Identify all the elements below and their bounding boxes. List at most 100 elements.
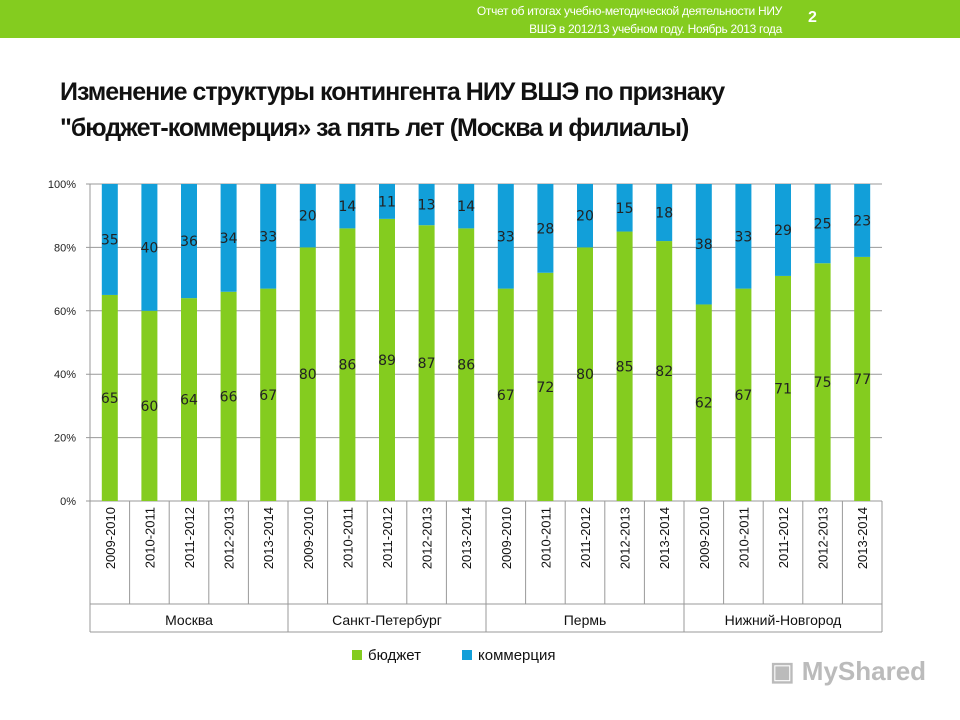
data-label: 65 <box>101 391 119 407</box>
category-label: 2009-2010 <box>499 507 514 569</box>
group-label: Москва <box>165 612 213 628</box>
category-label: 2012-2013 <box>420 507 435 569</box>
data-label: 18 <box>655 206 673 222</box>
category-label: 2011-2012 <box>578 507 593 568</box>
bar-commercial <box>814 184 831 264</box>
data-label: 33 <box>734 229 752 245</box>
legend-label: бюджет <box>368 647 421 664</box>
bar-budget <box>458 228 475 501</box>
data-label: 71 <box>774 381 792 397</box>
watermark-logo: ▣ MyShared <box>770 656 927 686</box>
data-label: 60 <box>140 399 158 415</box>
bar-budget <box>854 256 871 501</box>
category-label: 2010-2011 <box>142 507 157 568</box>
data-label: 25 <box>814 217 832 233</box>
bar-budget <box>814 263 831 501</box>
bar-budget <box>299 247 316 501</box>
data-label: 87 <box>418 356 436 372</box>
report-line-2: ВШЭ в 2012/13 учебном году. Ноябрь 2013 … <box>529 22 782 36</box>
category-label: 2010-2011 <box>538 507 553 568</box>
data-label: 20 <box>299 209 317 225</box>
bar-budget <box>695 304 712 501</box>
bar-commercial <box>695 184 712 305</box>
data-label: 35 <box>101 232 119 248</box>
bar-commercial <box>577 184 593 248</box>
category-label: 2009-2010 <box>697 507 712 569</box>
y-tick-label: 60% <box>54 306 76 318</box>
data-label: 66 <box>220 389 238 405</box>
bar-commercial <box>141 184 158 311</box>
data-label: 75 <box>814 375 832 391</box>
bar-budget <box>260 288 277 501</box>
page-number: 2 <box>808 9 817 26</box>
data-label: 14 <box>457 199 475 215</box>
category-label: 2012-2013 <box>618 507 633 569</box>
bar-commercial <box>260 184 277 289</box>
data-label: 86 <box>338 358 356 374</box>
data-label: 29 <box>774 223 792 239</box>
data-label: 23 <box>853 213 871 229</box>
title-line-2: "бюджет-коммерция» за пять лет (Москва и… <box>60 114 689 142</box>
bar-budget <box>537 272 554 501</box>
group-label: Пермь <box>564 612 607 628</box>
category-label: 2012-2013 <box>222 507 237 569</box>
bar-commercial <box>379 184 395 219</box>
data-label: 82 <box>655 364 673 380</box>
data-label: 33 <box>259 229 277 245</box>
bar-commercial <box>339 184 356 229</box>
data-label: 13 <box>418 198 436 214</box>
category-label: 2009-2010 <box>103 507 118 569</box>
bar-budget <box>656 241 673 501</box>
y-tick-label: 100% <box>48 179 76 191</box>
y-tick-label: 0% <box>60 496 76 508</box>
bar-commercial <box>854 184 871 257</box>
data-label: 14 <box>338 199 356 215</box>
bar-budget <box>775 275 791 501</box>
report-title: Отчет об итогах учебно-методической деят… <box>477 2 782 38</box>
bar-commercial <box>299 184 316 248</box>
data-label: 38 <box>695 237 713 253</box>
bar-commercial <box>458 184 475 229</box>
category-label: 2012-2013 <box>816 507 831 569</box>
data-label: 89 <box>378 353 396 369</box>
data-label: 28 <box>536 221 554 237</box>
bar-commercial <box>616 184 633 232</box>
bar-budget <box>497 288 514 501</box>
data-label: 67 <box>734 388 752 404</box>
data-label: 34 <box>220 231 238 247</box>
category-label: 2010-2011 <box>340 507 355 568</box>
y-tick-label: 80% <box>54 242 76 254</box>
legend-swatch <box>352 650 362 660</box>
data-label: 15 <box>616 201 634 217</box>
header-bar <box>0 0 960 38</box>
bar-commercial <box>656 184 673 242</box>
bar-budget <box>379 218 395 501</box>
bar-commercial <box>775 184 791 276</box>
category-label: 2013-2014 <box>261 507 276 569</box>
category-label: 2013-2014 <box>657 507 672 569</box>
data-label: 20 <box>576 209 594 225</box>
bar-budget <box>577 247 593 501</box>
legend-swatch <box>462 650 472 660</box>
bar-commercial <box>101 184 118 295</box>
data-label: 33 <box>497 229 515 245</box>
report-line-1: Отчет об итогах учебно-методической деят… <box>476 4 782 18</box>
y-tick-label: 40% <box>54 369 76 381</box>
data-label: 85 <box>616 359 634 375</box>
bar-commercial <box>735 184 752 289</box>
bar-commercial <box>220 184 237 292</box>
data-label: 40 <box>140 240 158 256</box>
bar-budget <box>220 291 237 501</box>
bar-budget <box>418 225 435 501</box>
category-label: 2013-2014 <box>459 507 474 569</box>
category-label: 2011-2012 <box>776 507 791 568</box>
bar-commercial <box>418 184 435 226</box>
category-label: 2013-2014 <box>855 507 870 569</box>
data-label: 64 <box>180 393 198 409</box>
data-label: 67 <box>497 388 515 404</box>
category-label: 2011-2012 <box>182 507 197 568</box>
data-label: 72 <box>536 380 554 396</box>
bar-budget <box>616 231 633 502</box>
data-label: 36 <box>180 234 198 250</box>
